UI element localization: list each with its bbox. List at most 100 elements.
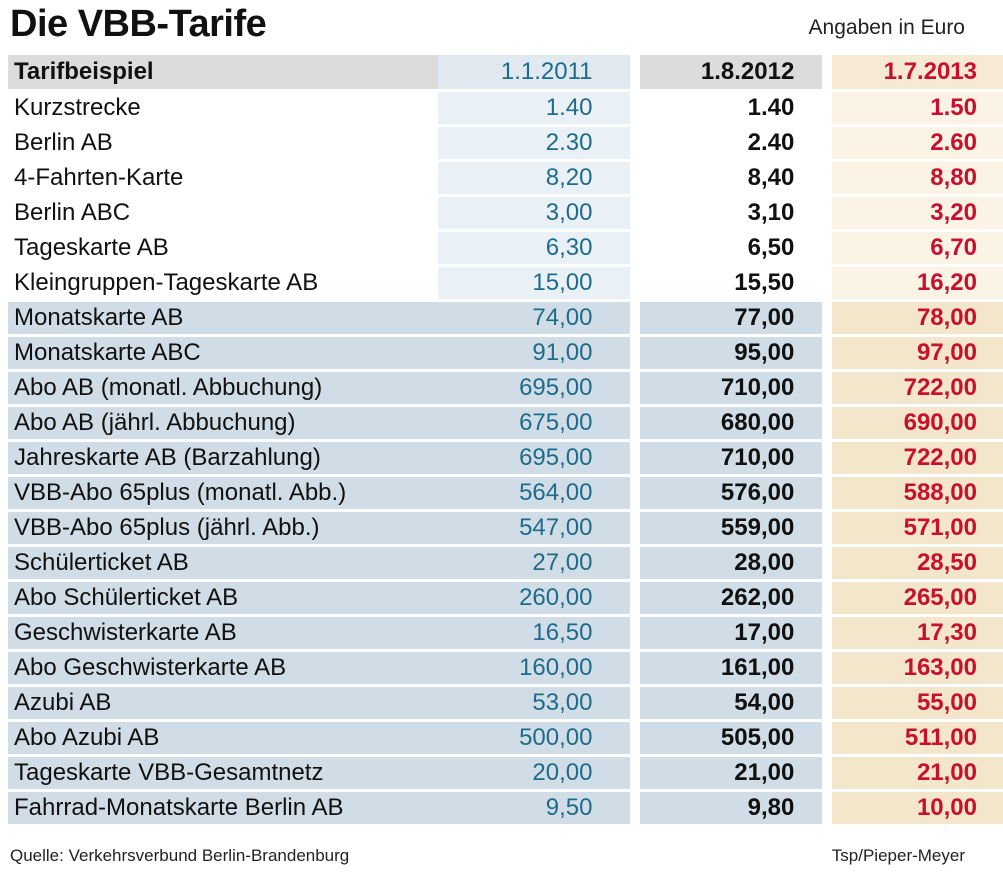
price-2011: 53,00 — [437, 687, 631, 719]
price-2011: 91,00 — [437, 337, 631, 369]
price-2013: 3,20 — [831, 197, 1003, 229]
price-2012: 17,00 — [639, 617, 823, 649]
price-2012: 1.40 — [747, 94, 795, 121]
price-2013: 690,00 — [831, 407, 1003, 439]
column-gap — [630, 302, 640, 334]
row-label: Monatskarte ABC — [8, 337, 438, 369]
column-gap — [630, 722, 640, 754]
table-row: Geschwisterkarte AB 16,50 17,00 17,30 — [8, 617, 1003, 649]
price-2011: 74,00 — [437, 302, 631, 334]
row-label: 4-Fahrten-Karte — [14, 164, 184, 191]
price-2012: 2.40 — [747, 129, 795, 156]
price-2011: 16,50 — [437, 617, 631, 649]
row-label: Abo Geschwisterkarte AB — [8, 652, 438, 684]
row-label: Berlin AB — [14, 129, 113, 156]
table-row: VBB-Abo 65plus (jährl. Abb.) 547,00 559,00… — [8, 512, 1003, 544]
price-2011: 27,00 — [437, 547, 631, 579]
row-label: VBB-Abo 65plus (monatl. Abb.) — [8, 477, 438, 509]
column-gap — [630, 127, 640, 159]
table-row: Kurzstrecke 1.40 1.40 1.50 — [8, 92, 1003, 124]
column-gap — [822, 92, 832, 124]
column-gap — [630, 162, 640, 194]
price-2013: 16,20 — [831, 267, 1003, 299]
price-2012: 28,00 — [639, 547, 823, 579]
price-2012: 6,50 — [747, 234, 795, 261]
price-2013: 163,00 — [831, 652, 1003, 684]
column-gap — [822, 55, 832, 89]
column-gap — [630, 232, 640, 264]
column-gap — [822, 757, 832, 789]
price-2013: 55,00 — [831, 687, 1003, 719]
price-2013: 265,00 — [831, 582, 1003, 614]
source-note: Quelle: Verkehrsverbund Berlin-Brandenbu… — [10, 846, 350, 865]
table-row: Berlin AB 2.30 2.40 2.60 — [8, 127, 1003, 159]
table-row: Schülerticket AB 27,00 28,00 28,50 — [8, 547, 1003, 579]
row-label: Abo AB (monatl. Abbuchung) — [8, 372, 438, 404]
price-2013: 8,80 — [831, 162, 1003, 194]
price-2013: 511,00 — [831, 722, 1003, 754]
price-2011: 2.30 — [437, 127, 631, 159]
header-date-2012: 1.8.2012 — [639, 55, 823, 89]
column-gap — [630, 267, 640, 299]
table-row: VBB-Abo 65plus (monatl. Abb.) 564,00 576,0… — [8, 477, 1003, 509]
price-2012: 15,50 — [734, 269, 795, 296]
column-gap — [822, 792, 832, 824]
price-2012: 9,80 — [639, 792, 823, 824]
price-2011: 564,00 — [437, 477, 631, 509]
column-gap — [630, 55, 640, 89]
price-2012: 576,00 — [639, 477, 823, 509]
column-gap — [630, 197, 640, 229]
table-row: Monatskarte ABC 91,00 95,00 97,00 — [8, 337, 1003, 369]
table-row: Jahreskarte AB (Barzahlung) 695,00 710,00 7… — [8, 442, 1003, 474]
price-2013: 10,00 — [831, 792, 1003, 824]
price-2011: 9,50 — [437, 792, 631, 824]
price-2013: 2.60 — [831, 127, 1003, 159]
price-2011: 675,00 — [437, 407, 631, 439]
column-gap — [822, 302, 832, 334]
row-label: Kurzstrecke — [14, 94, 141, 121]
column-gap — [822, 582, 832, 614]
price-2011: 695,00 — [437, 372, 631, 404]
table-header-row: Tarifbeispiel 1.1.2011 1.8.2012 1.7.2013 — [8, 55, 1003, 89]
unit-note: Angaben in Euro — [808, 16, 965, 39]
price-2013: 28,50 — [831, 547, 1003, 579]
price-2012: 54,00 — [639, 687, 823, 719]
column-gap — [630, 512, 640, 544]
page-title: Die VBB-Tarife — [10, 3, 267, 45]
price-2013: 21,00 — [831, 757, 1003, 789]
table-row: Abo Geschwisterkarte AB 160,00 161,00 163,0… — [8, 652, 1003, 684]
table-row: 4-Fahrten-Karte 8,20 8,40 8,80 — [8, 162, 1003, 194]
table-row: Kleingruppen-Tageskarte AB 15,00 15,50 16,2… — [8, 267, 1003, 299]
price-2012: 710,00 — [639, 442, 823, 474]
column-gap — [630, 442, 640, 474]
table-row: Azubi AB 53,00 54,00 55,00 — [8, 687, 1003, 719]
column-gap — [822, 687, 832, 719]
column-gap — [822, 197, 832, 229]
price-2011: 260,00 — [437, 582, 631, 614]
price-2012: 77,00 — [639, 302, 823, 334]
column-gap — [630, 337, 640, 369]
row-label: Azubi AB — [8, 687, 438, 719]
row-label: Tageskarte VBB-Gesamtnetz — [8, 757, 438, 789]
table-row: Abo Schülerticket AB 260,00 262,00 265,00 — [8, 582, 1003, 614]
price-2013: 722,00 — [831, 372, 1003, 404]
price-2013: 722,00 — [831, 442, 1003, 474]
price-2011: 1.40 — [437, 92, 631, 124]
price-2011: 6,30 — [437, 232, 631, 264]
row-label: Jahreskarte AB (Barzahlung) — [8, 442, 438, 474]
price-2012: 559,00 — [639, 512, 823, 544]
price-2012: 3,10 — [747, 199, 795, 226]
column-gap — [630, 477, 640, 509]
row-label: Tageskarte AB — [14, 234, 169, 261]
column-gap — [822, 477, 832, 509]
row-label: Berlin ABC — [14, 199, 131, 226]
column-gap — [630, 407, 640, 439]
price-2013: 571,00 — [831, 512, 1003, 544]
price-2012: 161,00 — [639, 652, 823, 684]
table-row: Monatskarte AB 74,00 77,00 78,00 — [8, 302, 1003, 334]
row-label: Abo AB (jährl. Abbuchung) — [8, 407, 438, 439]
price-2011: 15,00 — [437, 267, 631, 299]
price-2011: 20,00 — [437, 757, 631, 789]
column-gap — [822, 547, 832, 579]
column-gap — [822, 442, 832, 474]
